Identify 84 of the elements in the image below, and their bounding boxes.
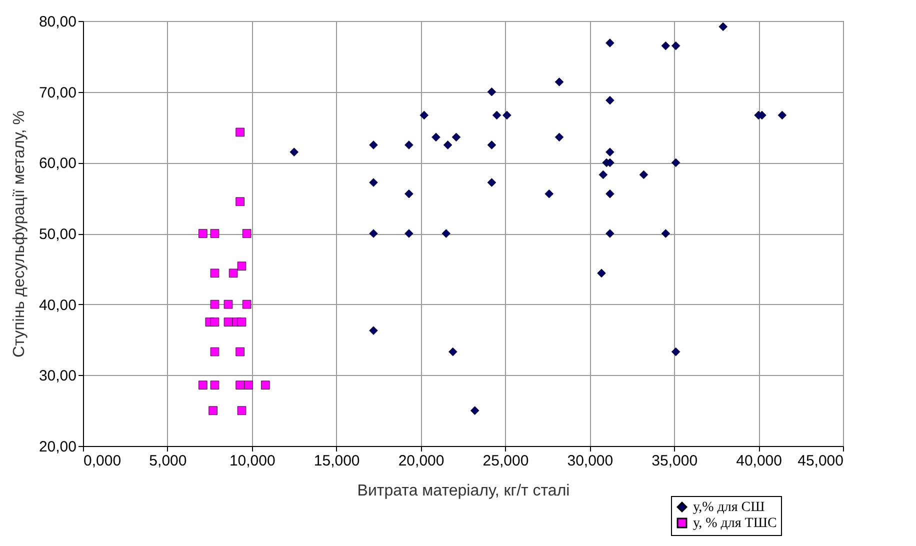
point [369, 178, 378, 187]
point [369, 229, 378, 238]
point [236, 197, 244, 206]
point [198, 229, 208, 238]
x-tick-label: 40,000 [736, 452, 782, 470]
point [487, 178, 496, 187]
point [244, 380, 253, 390]
point [210, 318, 220, 326]
point [671, 41, 680, 50]
x-tick-label: 10,000 [229, 452, 276, 470]
x-tick-label: 25,000 [482, 452, 529, 470]
point [432, 132, 440, 142]
point [554, 78, 564, 86]
point [448, 347, 458, 356]
point [606, 96, 614, 105]
point [718, 22, 728, 32]
point [443, 140, 452, 150]
point [492, 110, 502, 120]
point [442, 229, 450, 238]
point [228, 268, 238, 278]
point [452, 132, 461, 142]
point [758, 110, 766, 120]
y-tick-label: 30,00 [38, 368, 76, 385]
point [671, 347, 680, 356]
point [237, 406, 246, 415]
point [208, 406, 218, 415]
x-tick-label: 30,000 [567, 452, 614, 470]
x-tick-label: 20,000 [398, 452, 444, 470]
point [404, 140, 414, 150]
point [606, 189, 614, 198]
point [778, 110, 787, 120]
point [404, 229, 414, 238]
y-axis-title: Ступінь десульфурації металу, % [10, 110, 28, 358]
point [487, 140, 496, 150]
point [224, 300, 233, 309]
point [554, 132, 564, 142]
point [420, 110, 429, 120]
point [606, 38, 614, 48]
point [502, 110, 512, 120]
point [369, 326, 378, 335]
point [671, 158, 680, 168]
point [606, 148, 614, 156]
point [290, 148, 298, 156]
point [661, 41, 670, 50]
point [236, 347, 244, 356]
y-tick-label: 60,00 [38, 155, 76, 172]
x-tick-label: 35,000 [652, 452, 698, 470]
point [237, 262, 246, 270]
point [210, 268, 220, 278]
x-axis-title: Витрата матеріалу, кг/т сталі [357, 482, 570, 500]
x-tick-label: 0,000 [84, 452, 122, 470]
point [198, 380, 208, 390]
point [242, 229, 252, 238]
legend-label: у,% для СШ [693, 500, 765, 515]
point [470, 406, 480, 415]
point [606, 158, 614, 168]
point [369, 140, 378, 150]
point [606, 229, 614, 238]
point [210, 380, 220, 390]
x-tick-label: 15,000 [314, 452, 360, 470]
point [544, 189, 554, 198]
point [210, 300, 220, 309]
point [261, 380, 270, 390]
point [237, 318, 246, 326]
point [242, 300, 252, 309]
y-tick-label: 80,00 [38, 14, 76, 30]
point [236, 380, 244, 390]
y-tick-label: 50,00 [38, 226, 76, 243]
point [661, 229, 670, 238]
point [236, 128, 244, 137]
legend-label: у, % для ТШС [693, 516, 777, 531]
x-tick-label: 45,000 [798, 452, 844, 470]
y-tick-label: 40,00 [38, 296, 76, 314]
y-tick-label: 70,00 [38, 84, 76, 102]
point [597, 268, 606, 278]
point [210, 229, 220, 238]
y-tick-label: 20,00 [38, 438, 76, 456]
point [210, 347, 220, 356]
point [404, 189, 414, 198]
point [224, 318, 233, 326]
point [487, 87, 496, 96]
point [598, 170, 608, 180]
point [639, 170, 648, 180]
x-tick-label: 5,000 [149, 452, 187, 470]
